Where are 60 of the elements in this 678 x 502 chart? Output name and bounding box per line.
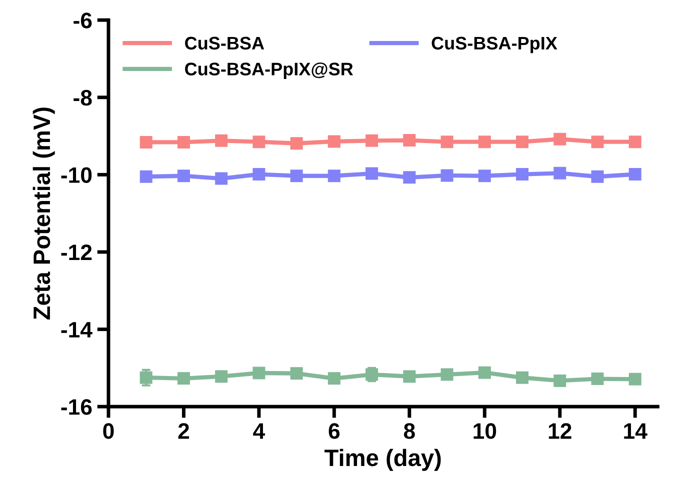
x-tick-label: 2 xyxy=(178,423,189,439)
point xyxy=(252,366,266,380)
point xyxy=(252,136,266,148)
legend-label: CuS-BSA-PpIX@SR xyxy=(185,62,354,80)
point xyxy=(290,367,303,380)
point xyxy=(403,171,416,184)
point xyxy=(554,374,566,387)
x-tick-label: 10 xyxy=(474,423,496,439)
x-tick-label: 14 xyxy=(624,423,648,439)
point xyxy=(366,167,378,180)
point xyxy=(140,170,152,183)
x-tick-label: 4 xyxy=(253,423,265,439)
x-tick-label: 12 xyxy=(548,423,572,439)
point xyxy=(516,168,528,181)
point xyxy=(290,170,303,182)
y-tick-label: -14 xyxy=(61,322,92,338)
point xyxy=(177,170,190,182)
point xyxy=(440,169,454,182)
point xyxy=(403,370,416,383)
point xyxy=(328,170,340,182)
point xyxy=(591,136,604,148)
point xyxy=(628,372,642,386)
y-tick-label: -10 xyxy=(61,167,92,183)
y-axis-title: Zeta Potential (mV) xyxy=(32,108,55,320)
point xyxy=(366,134,378,147)
point xyxy=(478,136,491,148)
point xyxy=(516,136,528,148)
y-tick-label: -12 xyxy=(61,244,92,260)
point xyxy=(440,136,454,148)
point xyxy=(554,166,566,180)
point xyxy=(328,372,340,385)
point xyxy=(628,168,642,181)
x-tick-label: 8 xyxy=(404,423,415,439)
legend-label: CuS-BSA xyxy=(185,36,264,50)
y-tick-label: -6 xyxy=(74,12,92,28)
x-axis-title: Time (day) xyxy=(324,448,441,471)
point xyxy=(290,137,303,150)
point xyxy=(591,170,604,183)
point xyxy=(478,170,491,182)
point xyxy=(140,136,152,148)
point xyxy=(252,168,266,181)
point xyxy=(516,371,528,384)
y-tick-label: -16 xyxy=(61,399,92,415)
y-tick-label: -8 xyxy=(74,90,92,106)
point xyxy=(177,136,190,148)
legend-label: CuS-BSA-PpIX xyxy=(432,36,558,54)
point xyxy=(215,370,228,383)
x-tick-label: 0 xyxy=(103,423,114,439)
point xyxy=(177,372,190,385)
point xyxy=(403,134,416,147)
point xyxy=(215,134,228,147)
point xyxy=(215,172,228,185)
point xyxy=(554,132,566,146)
point xyxy=(478,366,491,379)
x-tick-label: 6 xyxy=(328,423,340,439)
point xyxy=(440,368,454,381)
point xyxy=(140,371,152,384)
point xyxy=(328,135,340,148)
point xyxy=(628,136,642,148)
point xyxy=(591,372,604,386)
